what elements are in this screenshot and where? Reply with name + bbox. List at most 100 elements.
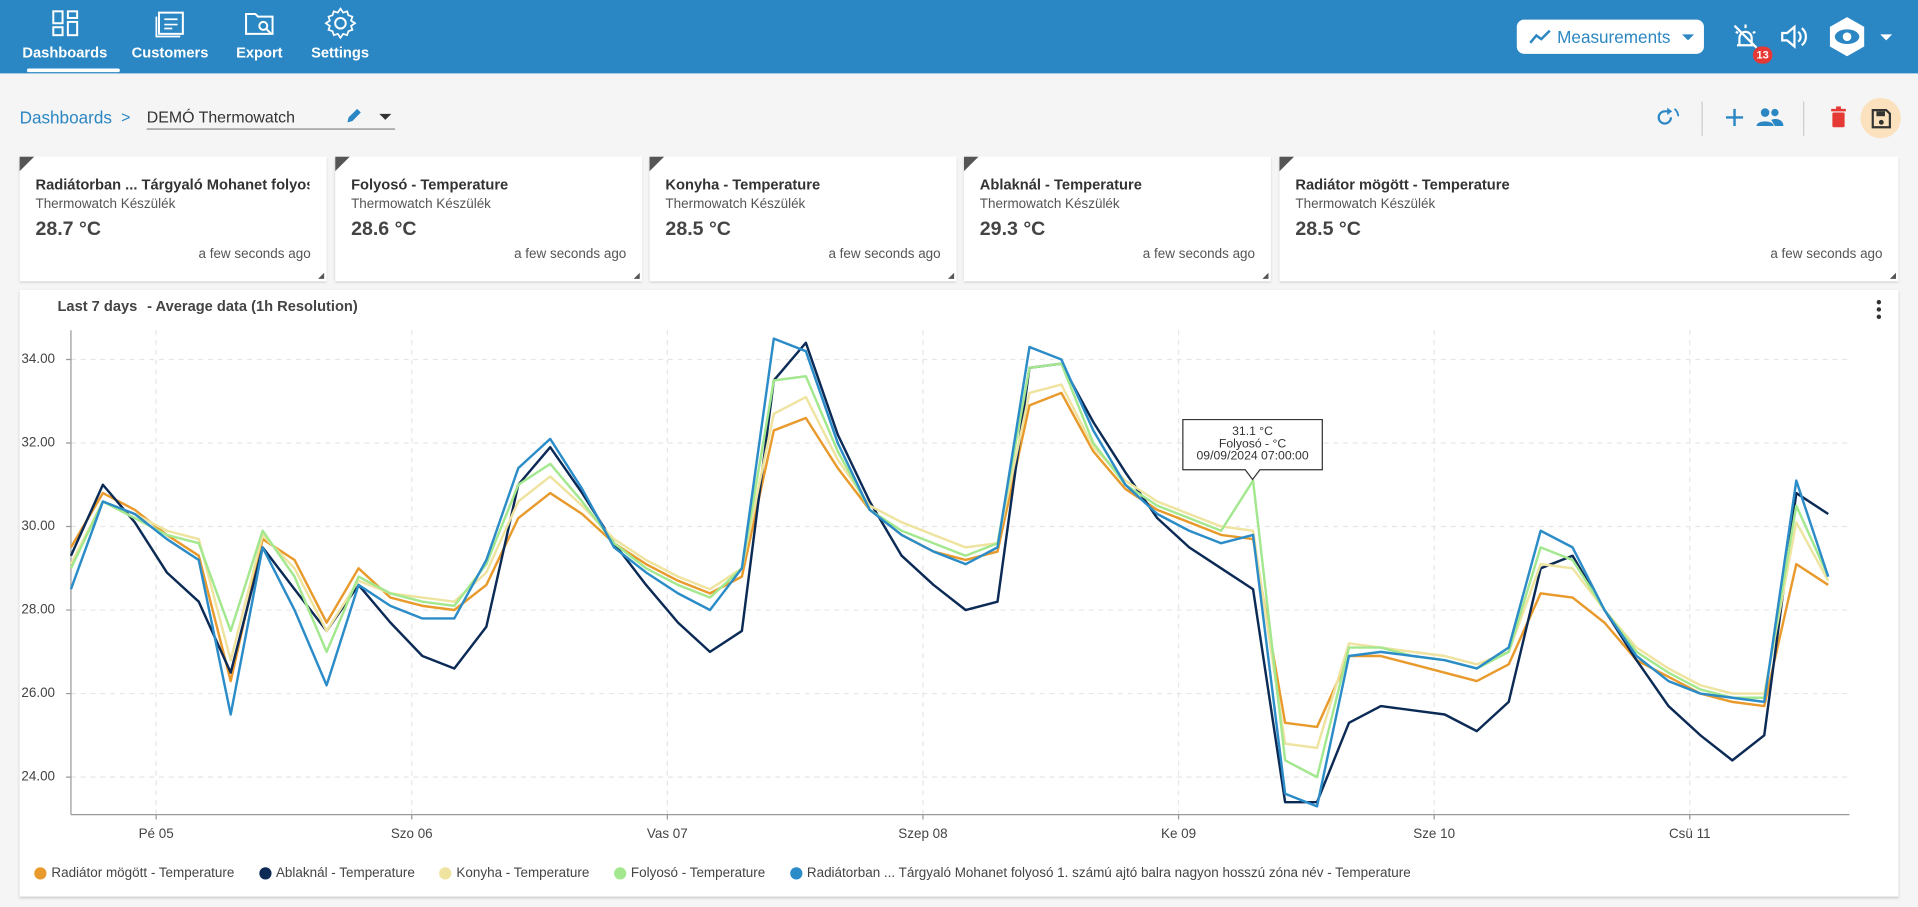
edit-icon[interactable]: [345, 108, 362, 125]
card-device: Thermowatch Készülék: [1295, 196, 1436, 212]
series-line: [69, 341, 1829, 804]
device-card: Konyha - Temperature Thermowatch Készülék…: [649, 156, 957, 282]
measurements-button[interactable]: Measurements: [1516, 19, 1704, 54]
legend-item[interactable]: Ablaknál - Temperature: [258, 866, 415, 881]
y-tick-label: 24.00: [21, 769, 55, 784]
card-time: a few seconds ago: [514, 247, 627, 262]
share-icon[interactable]: [1756, 108, 1784, 128]
caret: [1681, 34, 1695, 41]
card-time: a few seconds ago: [1770, 247, 1883, 262]
card-value: 28.7 °C: [35, 218, 101, 240]
chart-panel: Last 7 days - Average data (1h Resolution…: [19, 289, 1899, 897]
card-value: 29.3 °C: [979, 218, 1046, 240]
legend-swatch: [34, 867, 47, 880]
sound-icon[interactable]: [1779, 23, 1808, 50]
menu-icon[interactable]: [1876, 299, 1882, 320]
card-title: Konyha - Temperature: [665, 176, 821, 194]
save-icon: [1871, 108, 1891, 129]
y-tick-label: 32.00: [21, 435, 55, 450]
alarm-badge: 13: [1752, 46, 1773, 64]
active-underline: [26, 68, 120, 73]
user-caret[interactable]: [1880, 34, 1893, 41]
save-button[interactable]: [1860, 97, 1901, 139]
series-line: [69, 391, 1829, 729]
card-value: 28.5 °C: [665, 218, 731, 240]
nav-item[interactable]: Dashboards: [22, 7, 107, 61]
legend-swatch: [439, 867, 452, 880]
card-title: Ablaknál - Temperature: [979, 176, 1142, 194]
tooltip-time: 09/09/2024 07:00:00: [1197, 448, 1309, 462]
card-value: 28.6 °C: [351, 218, 417, 240]
legend-label: Radiátor mögött - Temperature: [51, 866, 235, 881]
legend-swatch: [258, 867, 272, 880]
select-caret: [379, 113, 392, 120]
x-tick-label: Sze 10: [1413, 826, 1455, 841]
series-line: [69, 362, 1830, 779]
dashboard-select[interactable]: DEMÓ Thermowatch: [146, 98, 396, 130]
series-line: [69, 337, 1830, 808]
card-value: 28.5 °C: [1295, 218, 1361, 240]
nav-item[interactable]: Export: [236, 7, 283, 61]
user-logo[interactable]: [1827, 16, 1866, 58]
card-device: Thermowatch Készülék: [35, 196, 176, 212]
x-tick-label: Ke 09: [1161, 826, 1196, 841]
y-tick-label: 26.00: [21, 685, 55, 700]
chart-icon: [1529, 29, 1551, 44]
chart-title: Last 7 days - Average data (1h Resolution…: [57, 299, 357, 315]
plot: 24.00 26.00 28.00 30.00 32.00 34.00 Pé 05 Szo 0…: [21, 330, 1850, 841]
top-nav: Measurements 13 Dashboards Customers Expor…: [0, 0, 1918, 74]
legend: Radiátor mögött - Temperature Ablaknál - …: [34, 866, 1411, 881]
card-title: Radiátor mögött - Temperature: [1295, 176, 1510, 194]
breadcrumb-root[interactable]: Dashboards: [19, 107, 112, 128]
nav-label: Settings: [311, 44, 370, 62]
delete-icon[interactable]: [1830, 106, 1847, 128]
chart-title-text: Last 7 days: [57, 299, 137, 315]
x-tick-label: Szep 08: [898, 826, 947, 841]
nav-icon: [51, 10, 78, 37]
x-tick-label: Szo 06: [391, 826, 433, 841]
device-card: Radiátor mögött - Temperature Thermowatch…: [1279, 156, 1899, 282]
nav-icon: [324, 7, 356, 40]
refresh-icon[interactable]: [1651, 104, 1680, 131]
chart: Last 7 days - Average data (1h Resolution…: [21, 299, 1882, 841]
divider: [1701, 101, 1703, 136]
card-device: Thermowatch Készülék: [979, 196, 1120, 212]
nav-item[interactable]: Customers: [132, 7, 208, 61]
add-icon[interactable]: [1725, 108, 1745, 128]
card-time: a few seconds ago: [1142, 247, 1256, 262]
nav-item[interactable]: Settings: [311, 7, 369, 61]
device-card: Radiátorban ... Tárgyaló Mohanet folyos……: [19, 156, 327, 282]
nav-label: Dashboards: [22, 44, 108, 62]
legend-label: Folyosó - Temperature: [630, 866, 766, 881]
divider: [1803, 101, 1805, 136]
alarm-icon[interactable]: [1731, 22, 1760, 51]
nav-icon: [245, 12, 274, 35]
y-tick-label: 30.00: [21, 518, 55, 533]
legend-label: Konyha - Temperature: [456, 866, 590, 881]
x-tick-label: Csü 11: [1669, 826, 1711, 841]
card-title: Folyosó - Temperature: [351, 176, 509, 194]
device-card: Ablaknál - Temperature Thermowatch Készül…: [963, 156, 1271, 282]
card-time: a few seconds ago: [198, 247, 311, 262]
dashboard-name: DEMÓ Thermowatch: [146, 107, 295, 126]
legend-item[interactable]: Radiátorban ... Tárgyaló Mohanet folyosó…: [789, 866, 1411, 881]
legend-item[interactable]: Folyosó - Temperature: [613, 866, 766, 881]
measurements-label: Measurements: [1557, 26, 1671, 47]
x-tick-label: Vas 07: [647, 826, 688, 841]
y-tick-label: 34.00: [21, 351, 55, 366]
y-tick-label: 28.00: [21, 602, 55, 617]
x-tick-label: Pé 05: [139, 826, 174, 841]
chart-subtitle: - Average data (1h Resolution): [147, 299, 358, 315]
legend-item[interactable]: Radiátor mögött - Temperature: [34, 866, 234, 881]
card-device: Thermowatch Készülék: [665, 196, 806, 212]
card-title: Radiátorban ... Tárgyaló Mohanet folyos…: [35, 176, 310, 194]
legend-label: Ablaknál - Temperature: [275, 866, 415, 881]
card-time: a few seconds ago: [828, 247, 941, 262]
tooltip-series: Folyosó - °C: [1219, 436, 1287, 450]
series-line: [69, 383, 1830, 750]
legend-swatch: [613, 867, 627, 880]
device-card: Folyosó - Temperature Thermowatch Készülé…: [335, 156, 643, 282]
legend-item[interactable]: Konyha - Temperature: [439, 866, 589, 881]
